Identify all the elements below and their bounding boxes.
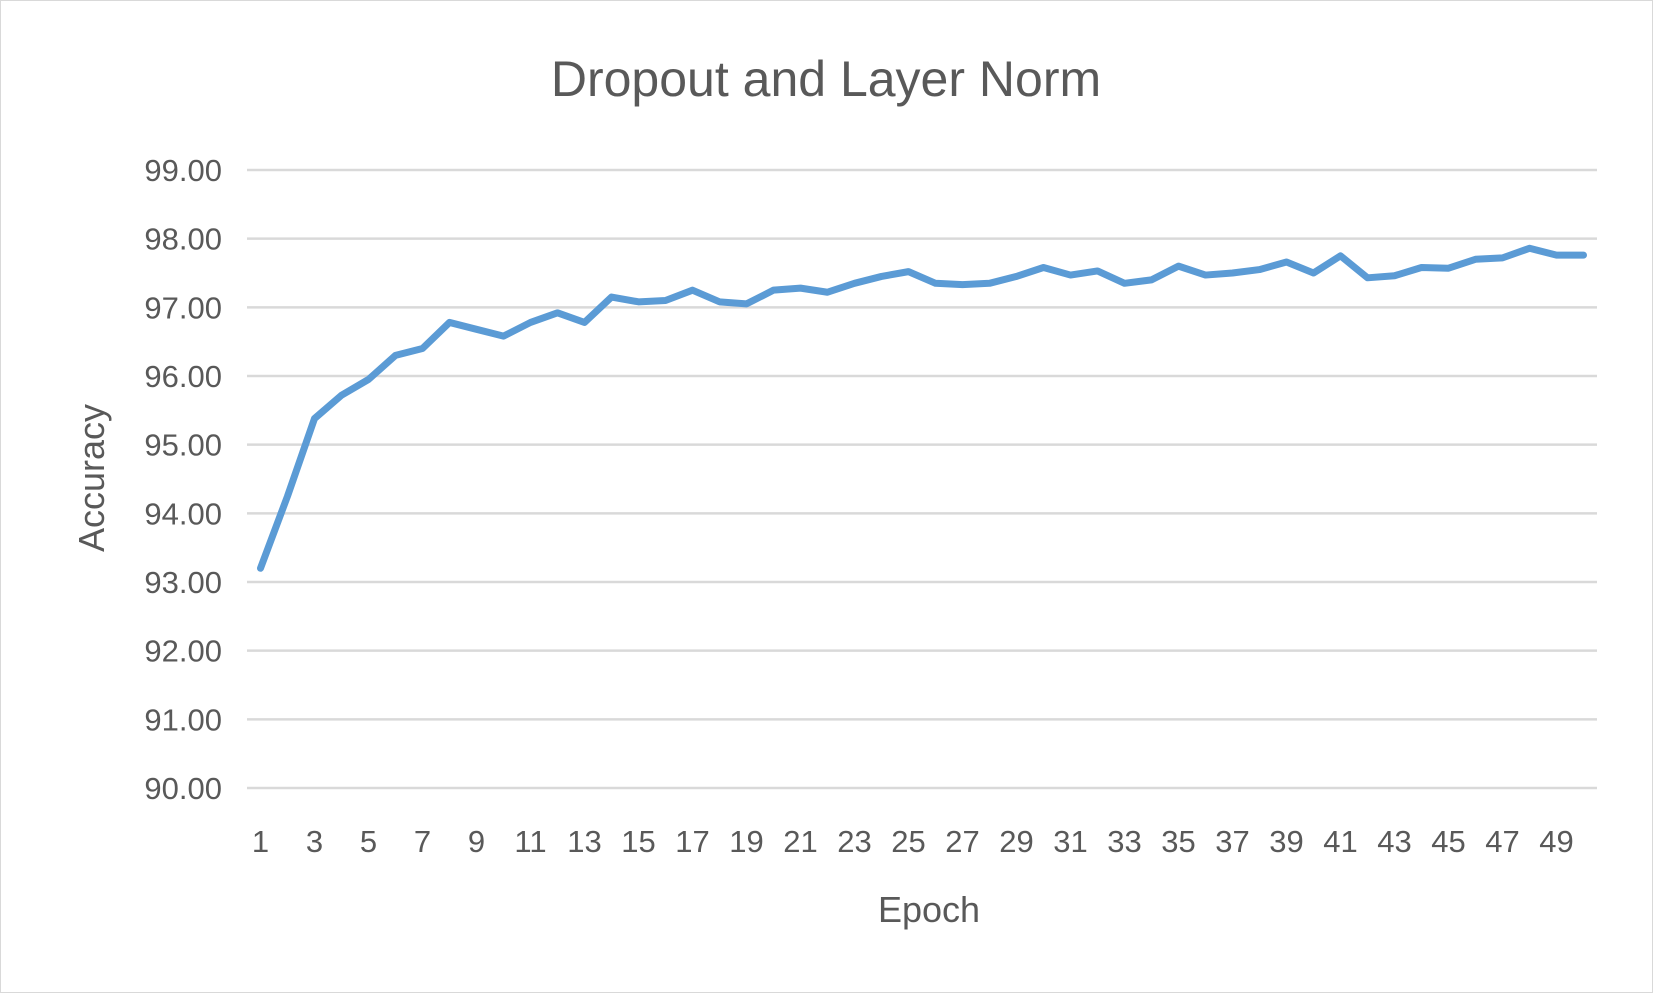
x-tick-label: 29	[999, 824, 1033, 859]
x-tick-label: 41	[1323, 824, 1357, 859]
y-tick-label: 95.00	[144, 428, 222, 463]
x-tick-label: 13	[567, 824, 601, 859]
x-tick-label: 33	[1107, 824, 1141, 859]
series-group	[257, 244, 1587, 572]
x-tick-label: 39	[1269, 824, 1303, 859]
x-axis-ticks: 1 3 5 7 9 11 13 15 17 19 21 23 25 27 29 31 33 35 37 39 41 43 4…	[252, 824, 1574, 859]
x-tick-label: 49	[1539, 824, 1573, 859]
x-tick-label: 37	[1215, 824, 1249, 859]
series-line	[257, 244, 1587, 572]
x-tick-label: 23	[837, 824, 871, 859]
x-tick-label: 11	[514, 824, 546, 859]
x-tick-label: 5	[360, 824, 377, 859]
y-tick-label: 91.00	[144, 702, 222, 737]
y-tick-label: 94.00	[144, 496, 222, 531]
x-tick-label: 9	[468, 824, 485, 859]
x-tick-label: 15	[621, 824, 655, 859]
y-tick-label: 97.00	[144, 290, 222, 325]
x-tick-label: 7	[414, 824, 431, 859]
x-tick-label: 45	[1431, 824, 1465, 859]
x-tick-label: 25	[891, 824, 925, 859]
y-tick-label: 93.00	[144, 565, 222, 600]
x-tick-label: 47	[1485, 824, 1519, 859]
x-tick-label: 35	[1161, 824, 1195, 859]
y-axis-title: Accuracy	[71, 404, 112, 552]
x-axis-title: Epoch	[878, 889, 980, 930]
y-tick-label: 92.00	[144, 634, 222, 669]
x-tick-label: 19	[729, 824, 763, 859]
y-tick-label: 99.00	[144, 153, 222, 188]
x-tick-label: 27	[945, 824, 979, 859]
gridlines	[247, 168, 1597, 790]
y-tick-label: 90.00	[144, 771, 222, 806]
x-tick-label: 1	[252, 824, 269, 859]
x-tick-label: 17	[675, 824, 709, 859]
y-tick-label: 96.00	[144, 359, 222, 394]
x-tick-label: 3	[306, 824, 323, 859]
x-tick-label: 21	[783, 824, 817, 859]
x-tick-label: 43	[1377, 824, 1411, 859]
x-tick-label: 31	[1053, 824, 1087, 859]
chart-title: Dropout and Layer Norm	[551, 51, 1101, 107]
y-axis-ticks: 90.00 91.00 92.00 93.00 94.00 95.00 96.00 97.00…	[144, 153, 222, 806]
y-tick-label: 98.00	[144, 222, 222, 257]
